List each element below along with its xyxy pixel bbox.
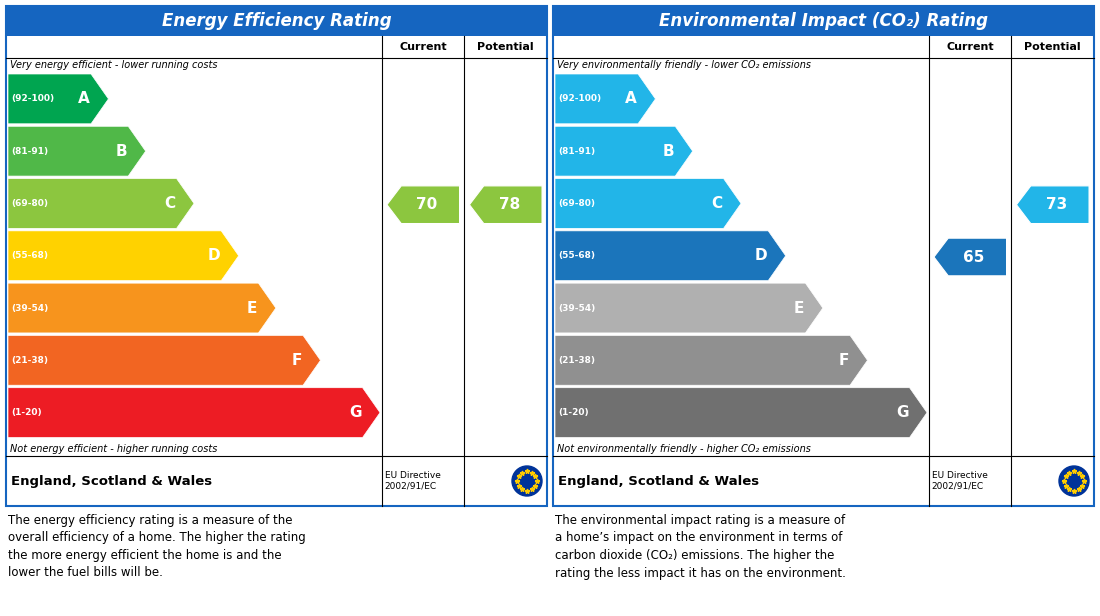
Text: The energy efficiency rating is a measure of the
overall efficiency of a home. T: The energy efficiency rating is a measur… [8,514,306,580]
Text: (1-20): (1-20) [558,408,589,417]
Text: Environmental Impact (CO₂) Rating: Environmental Impact (CO₂) Rating [659,12,988,30]
Text: (21-38): (21-38) [558,356,595,365]
Text: E: E [794,301,804,315]
Text: Not environmentally friendly - higher CO₂ emissions: Not environmentally friendly - higher CO… [557,444,811,454]
Text: 65: 65 [964,249,984,264]
Text: D: D [208,248,220,263]
Polygon shape [470,186,542,224]
Circle shape [512,466,542,496]
Polygon shape [556,387,927,437]
Polygon shape [1016,186,1089,224]
Text: 70: 70 [416,197,438,213]
Polygon shape [556,336,868,385]
Polygon shape [556,179,741,229]
Text: (69-80): (69-80) [11,199,48,208]
Text: (55-68): (55-68) [11,251,48,260]
Bar [553,6,1094,36]
Polygon shape [8,74,109,124]
Polygon shape [8,336,320,385]
Text: F: F [838,353,849,368]
Text: (39-54): (39-54) [558,304,595,312]
Text: 73: 73 [1046,197,1067,213]
Text: F: F [292,353,302,368]
Bar [6,6,547,36]
Polygon shape [8,179,194,229]
Text: (39-54): (39-54) [11,304,48,312]
Polygon shape [8,387,379,437]
Text: B: B [116,144,128,159]
Text: Current: Current [946,42,994,52]
Text: (81-91): (81-91) [558,147,595,156]
Polygon shape [556,74,656,124]
Text: Potential: Potential [1024,42,1081,52]
Polygon shape [8,231,239,281]
Text: Potential: Potential [477,42,535,52]
Text: (1-20): (1-20) [11,408,42,417]
Polygon shape [934,238,1006,276]
Polygon shape [556,231,785,281]
Text: Not energy efficient - higher running costs: Not energy efficient - higher running co… [10,444,218,454]
Text: (69-80): (69-80) [558,199,595,208]
Polygon shape [387,186,460,224]
Polygon shape [556,283,823,333]
Text: Current: Current [399,42,447,52]
Text: (21-38): (21-38) [11,356,48,365]
Polygon shape [8,126,145,176]
Text: A: A [78,91,90,107]
Text: A: A [625,91,637,107]
Bar [6,6,547,506]
Text: G: G [896,405,909,420]
Text: D: D [755,248,767,263]
Text: (55-68): (55-68) [558,251,595,260]
Text: Energy Efficiency Rating: Energy Efficiency Rating [162,12,392,30]
Text: G: G [349,405,362,420]
Text: The environmental impact rating is a measure of
a home’s impact on the environme: The environmental impact rating is a mea… [556,514,846,580]
Text: Very environmentally friendly - lower CO₂ emissions: Very environmentally friendly - lower CO… [557,60,811,70]
Text: (92-100): (92-100) [11,94,54,103]
Bar [553,6,1094,506]
Text: EU Directive
2002/91/EC: EU Directive 2002/91/EC [385,471,441,491]
Text: C: C [712,196,723,211]
Polygon shape [556,126,693,176]
Text: E: E [248,301,257,315]
Text: England, Scotland & Wales: England, Scotland & Wales [11,474,212,487]
Text: England, Scotland & Wales: England, Scotland & Wales [558,474,759,487]
Text: Very energy efficient - lower running costs: Very energy efficient - lower running co… [10,60,218,70]
Text: 78: 78 [498,197,520,213]
Text: (81-91): (81-91) [11,147,48,156]
Text: B: B [662,144,674,159]
Circle shape [1059,466,1089,496]
Text: C: C [164,196,176,211]
Polygon shape [8,283,276,333]
Text: (92-100): (92-100) [558,94,601,103]
Text: EU Directive
2002/91/EC: EU Directive 2002/91/EC [932,471,988,491]
